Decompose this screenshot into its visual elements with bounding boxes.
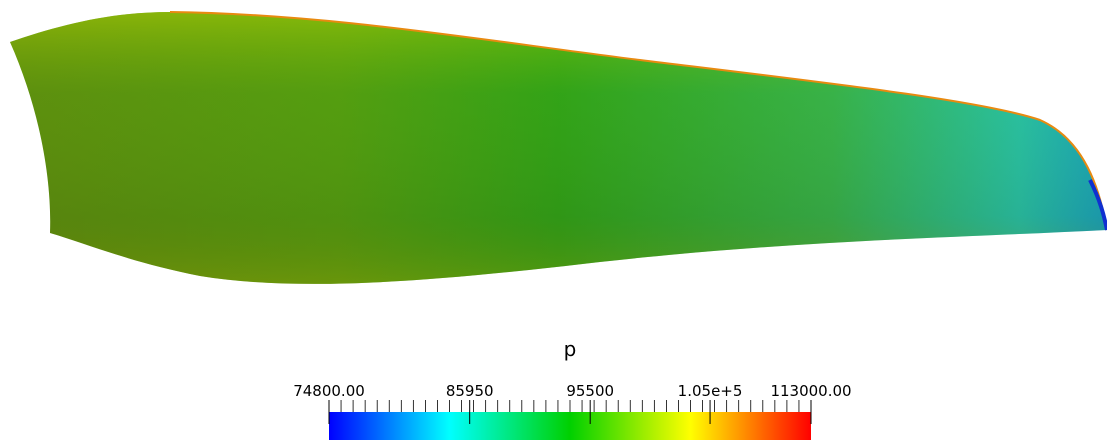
blade-surface	[10, 11, 1107, 284]
tick-label: 95500	[566, 382, 614, 400]
color-legend: p 74800.00 85950 95500 1.05e+5 113000.00	[293, 337, 852, 440]
legend-title: p	[564, 337, 577, 361]
color-bar	[329, 412, 811, 440]
tick-label: 74800.00	[293, 382, 365, 400]
blade-shading	[10, 12, 1107, 284]
tick-label: 113000.00	[770, 382, 851, 400]
leading-edge	[169, 11, 1107, 231]
tick-label: 1.05e+5	[678, 382, 743, 400]
tick-label: 85950	[446, 382, 494, 400]
tip-edge	[1088, 179, 1107, 231]
